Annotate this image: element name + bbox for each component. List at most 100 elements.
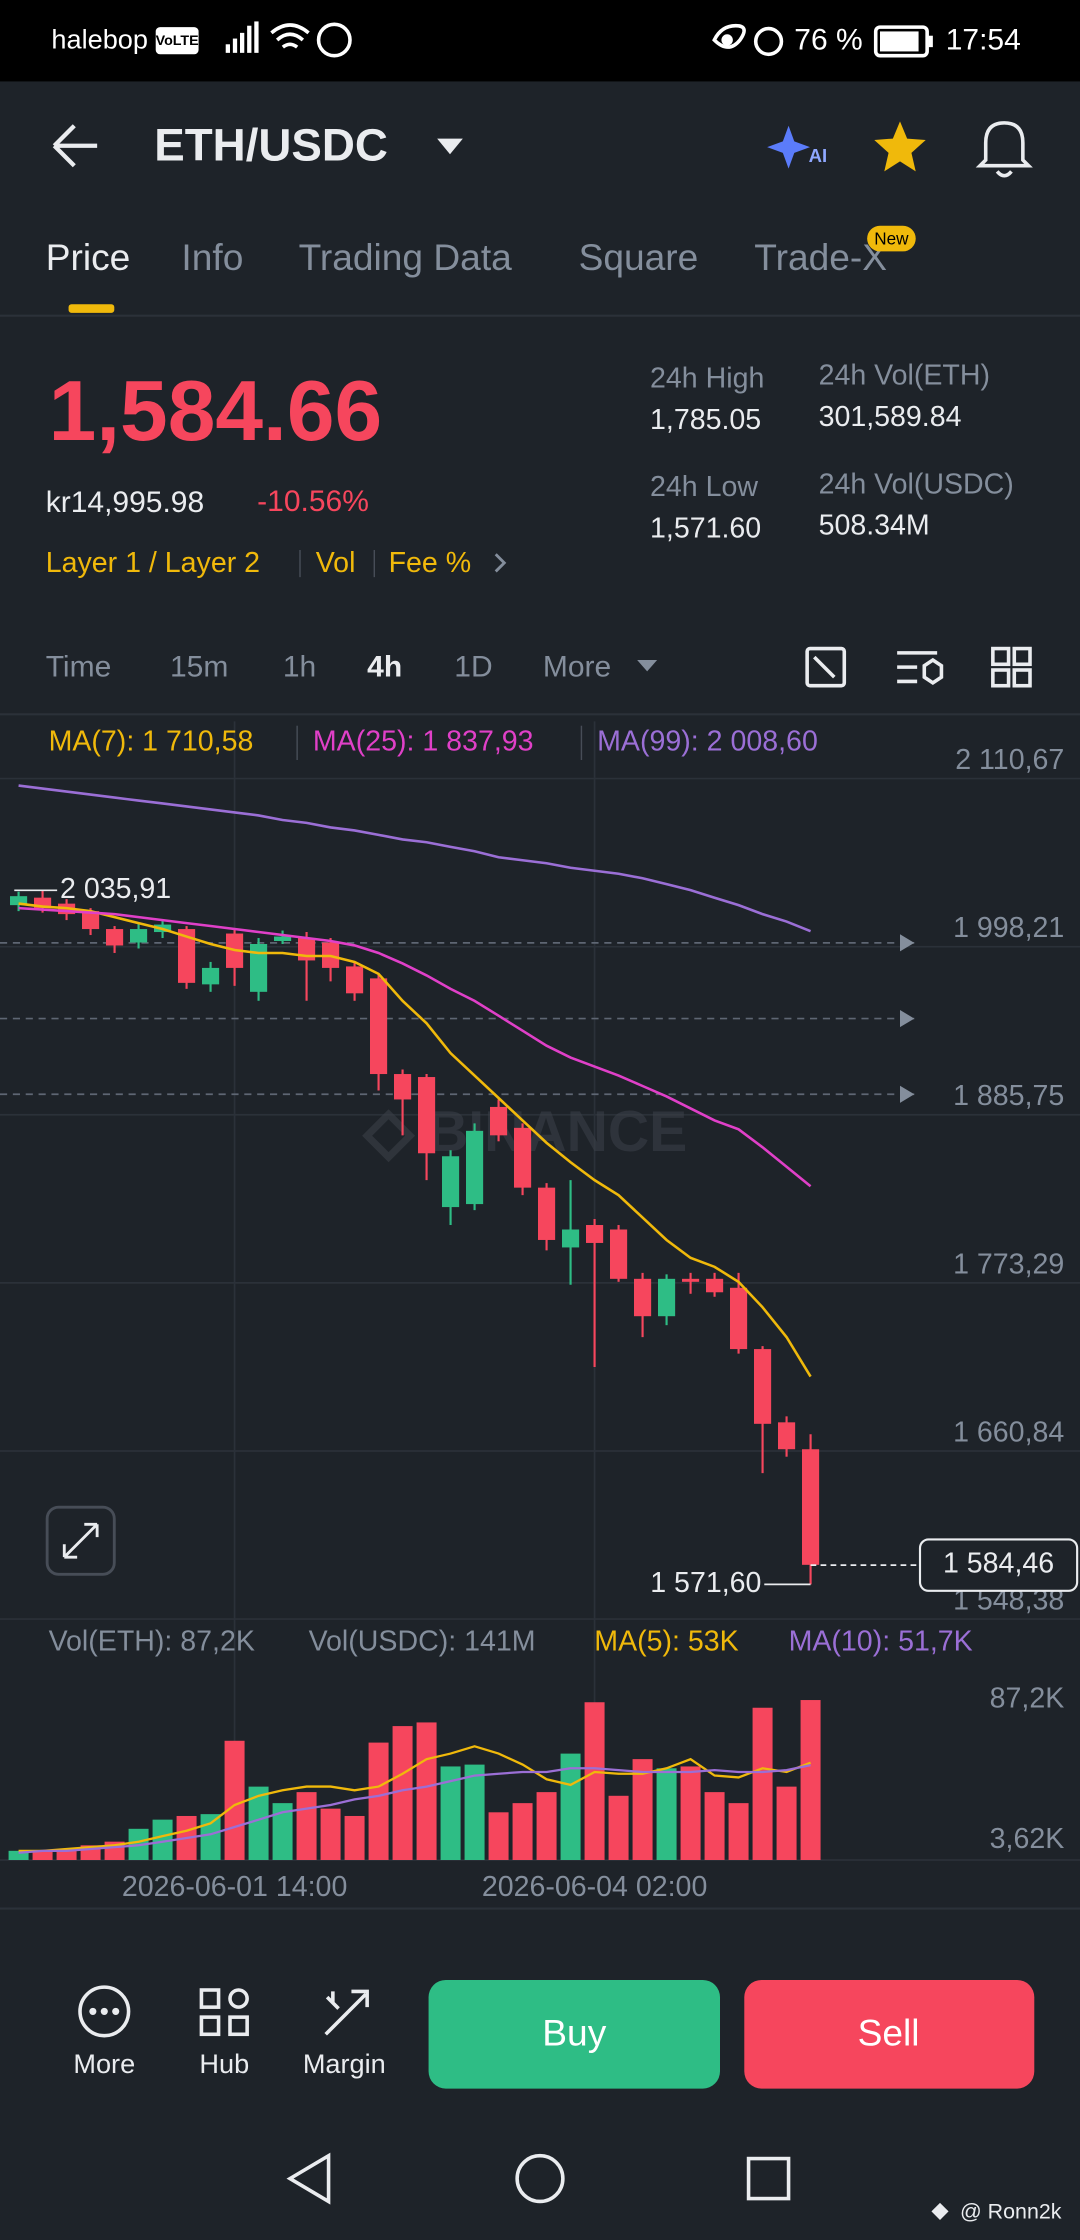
volume-bar [776, 1786, 797, 1860]
last-price-box [918, 1538, 1079, 1592]
more-icon[interactable] [78, 1985, 131, 2038]
header: ETH/USDC AI [52, 120, 1033, 178]
candle-body [201, 967, 220, 985]
volume-tick-label: 87,2K [990, 1683, 1065, 1715]
tab[interactable]: Info [181, 236, 243, 278]
volume-legend: Vol(ETH): 87,2K [49, 1625, 255, 1657]
ma-line [18, 906, 812, 1188]
candle-body [10, 896, 28, 906]
candle-body [34, 897, 52, 909]
alert-button[interactable] [975, 121, 1033, 178]
layout-button[interactable] [991, 646, 1011, 667]
indicator-button[interactable] [897, 651, 938, 684]
credit: @ Ronn2k [960, 2200, 1062, 2224]
volume-bar [320, 1808, 341, 1860]
ai-button[interactable] [767, 125, 810, 169]
stat-label: 24h High [650, 363, 764, 395]
candle-body [346, 966, 364, 994]
volume-bar [152, 1819, 173, 1860]
volume-tick-label: 3,62K [990, 1823, 1065, 1855]
volume-bar [632, 1759, 653, 1860]
candle-body [82, 911, 100, 930]
ma-line [18, 784, 812, 933]
volume-bar [704, 1792, 725, 1860]
candle-body [130, 929, 148, 943]
ma-legend: MA(7): 1 710,58 [49, 725, 254, 757]
candle-body [490, 1106, 508, 1136]
nav-back[interactable] [286, 2152, 331, 2205]
volume-bar [608, 1795, 629, 1860]
tag[interactable]: Fee % [389, 547, 472, 579]
candle-body [370, 978, 388, 1075]
buy-button[interactable] [428, 1980, 720, 2089]
candle-body [610, 1229, 628, 1279]
timeframe[interactable]: More [543, 650, 611, 683]
stat-value: 508.34M [819, 510, 930, 542]
timeframe[interactable]: 1h [283, 650, 316, 683]
hub-icon[interactable] [199, 1988, 249, 2037]
volume-legend: Vol(USDC): 141M [309, 1625, 536, 1657]
y-tick-label: 1 773,29 [953, 1248, 1064, 1280]
stat-label: 24h Vol(USDC) [819, 468, 1014, 500]
timeframe[interactable]: 1D [454, 650, 492, 683]
tab[interactable]: Trade-X [754, 236, 887, 278]
tab[interactable]: Square [579, 236, 699, 278]
tab[interactable]: Trading Data [299, 236, 513, 278]
action-label[interactable]: Hub [199, 2048, 249, 2079]
favorite-button[interactable] [874, 121, 926, 172]
stat-value: 301,589.84 [819, 401, 962, 433]
sell-button[interactable] [744, 1980, 1035, 2089]
margin-icon[interactable] [324, 1989, 369, 2036]
timeframe-bar: Time 15m 1h 4h 1D More [0, 646, 1080, 716]
volume-bar [296, 1792, 317, 1860]
y-tick-label: 1 660,84 [953, 1416, 1064, 1448]
volume-bar [248, 1786, 269, 1860]
timeframe[interactable]: 15m [170, 650, 228, 683]
sell-label[interactable]: Sell [858, 2012, 920, 2054]
nav-home[interactable] [515, 2153, 565, 2204]
ma-legend: MA(99): 2 008,60 [597, 725, 818, 757]
volume-bar [680, 1766, 701, 1860]
tag[interactable]: Layer 1 / Layer 2 [46, 547, 260, 579]
stat-label: 24h Vol(ETH) [819, 360, 990, 392]
candle-body [250, 943, 268, 992]
fullscreen-button[interactable] [805, 646, 847, 688]
candle-body [418, 1077, 436, 1154]
back-button[interactable] [52, 124, 98, 168]
candle-body [730, 1287, 748, 1350]
volte-badge: VoLTE [156, 33, 199, 49]
candle-body [802, 1449, 820, 1565]
candle-body [706, 1278, 724, 1293]
pair-dropdown[interactable] [437, 138, 463, 155]
chart: 2026-06-01 14:00 2026-06-04 02:00 2 110,67… [0, 721, 1080, 1903]
volume-bar [728, 1803, 749, 1860]
candle-body [274, 936, 292, 942]
candle-body [658, 1278, 676, 1317]
candle-body [777, 1422, 796, 1450]
high-label: 2 035,91 [60, 873, 171, 905]
tag[interactable]: Vol [316, 547, 356, 579]
order-marker [900, 1085, 915, 1103]
active-tab-indicator [68, 304, 115, 313]
tab[interactable]: Price [46, 236, 131, 278]
candle-body [562, 1229, 580, 1248]
volume-bar [416, 1722, 437, 1860]
x-tick-label: 2026-06-01 14:00 [122, 1871, 348, 1903]
timeframe[interactable]: 4h [367, 650, 402, 683]
candle-body [105, 929, 124, 946]
tabs: Price Info Trading Data Square Trade-X N… [0, 225, 1080, 317]
volume-bar [368, 1742, 389, 1860]
buy-label[interactable]: Buy [542, 2012, 606, 2054]
last-price-label: 1 584,46 [943, 1548, 1054, 1580]
status-bar: halebop VoLTE 76 % 17:54 [0, 0, 1080, 82]
nav-recent[interactable] [746, 2156, 791, 2201]
expand-button[interactable] [45, 1505, 116, 1576]
action-label[interactable]: More [73, 2048, 135, 2079]
pair-title[interactable]: ETH/USDC [154, 120, 388, 171]
timeframe[interactable]: Time [46, 650, 112, 683]
candle-body [538, 1187, 556, 1240]
action-label[interactable]: Margin [303, 2048, 386, 2079]
order-marker [900, 934, 915, 952]
